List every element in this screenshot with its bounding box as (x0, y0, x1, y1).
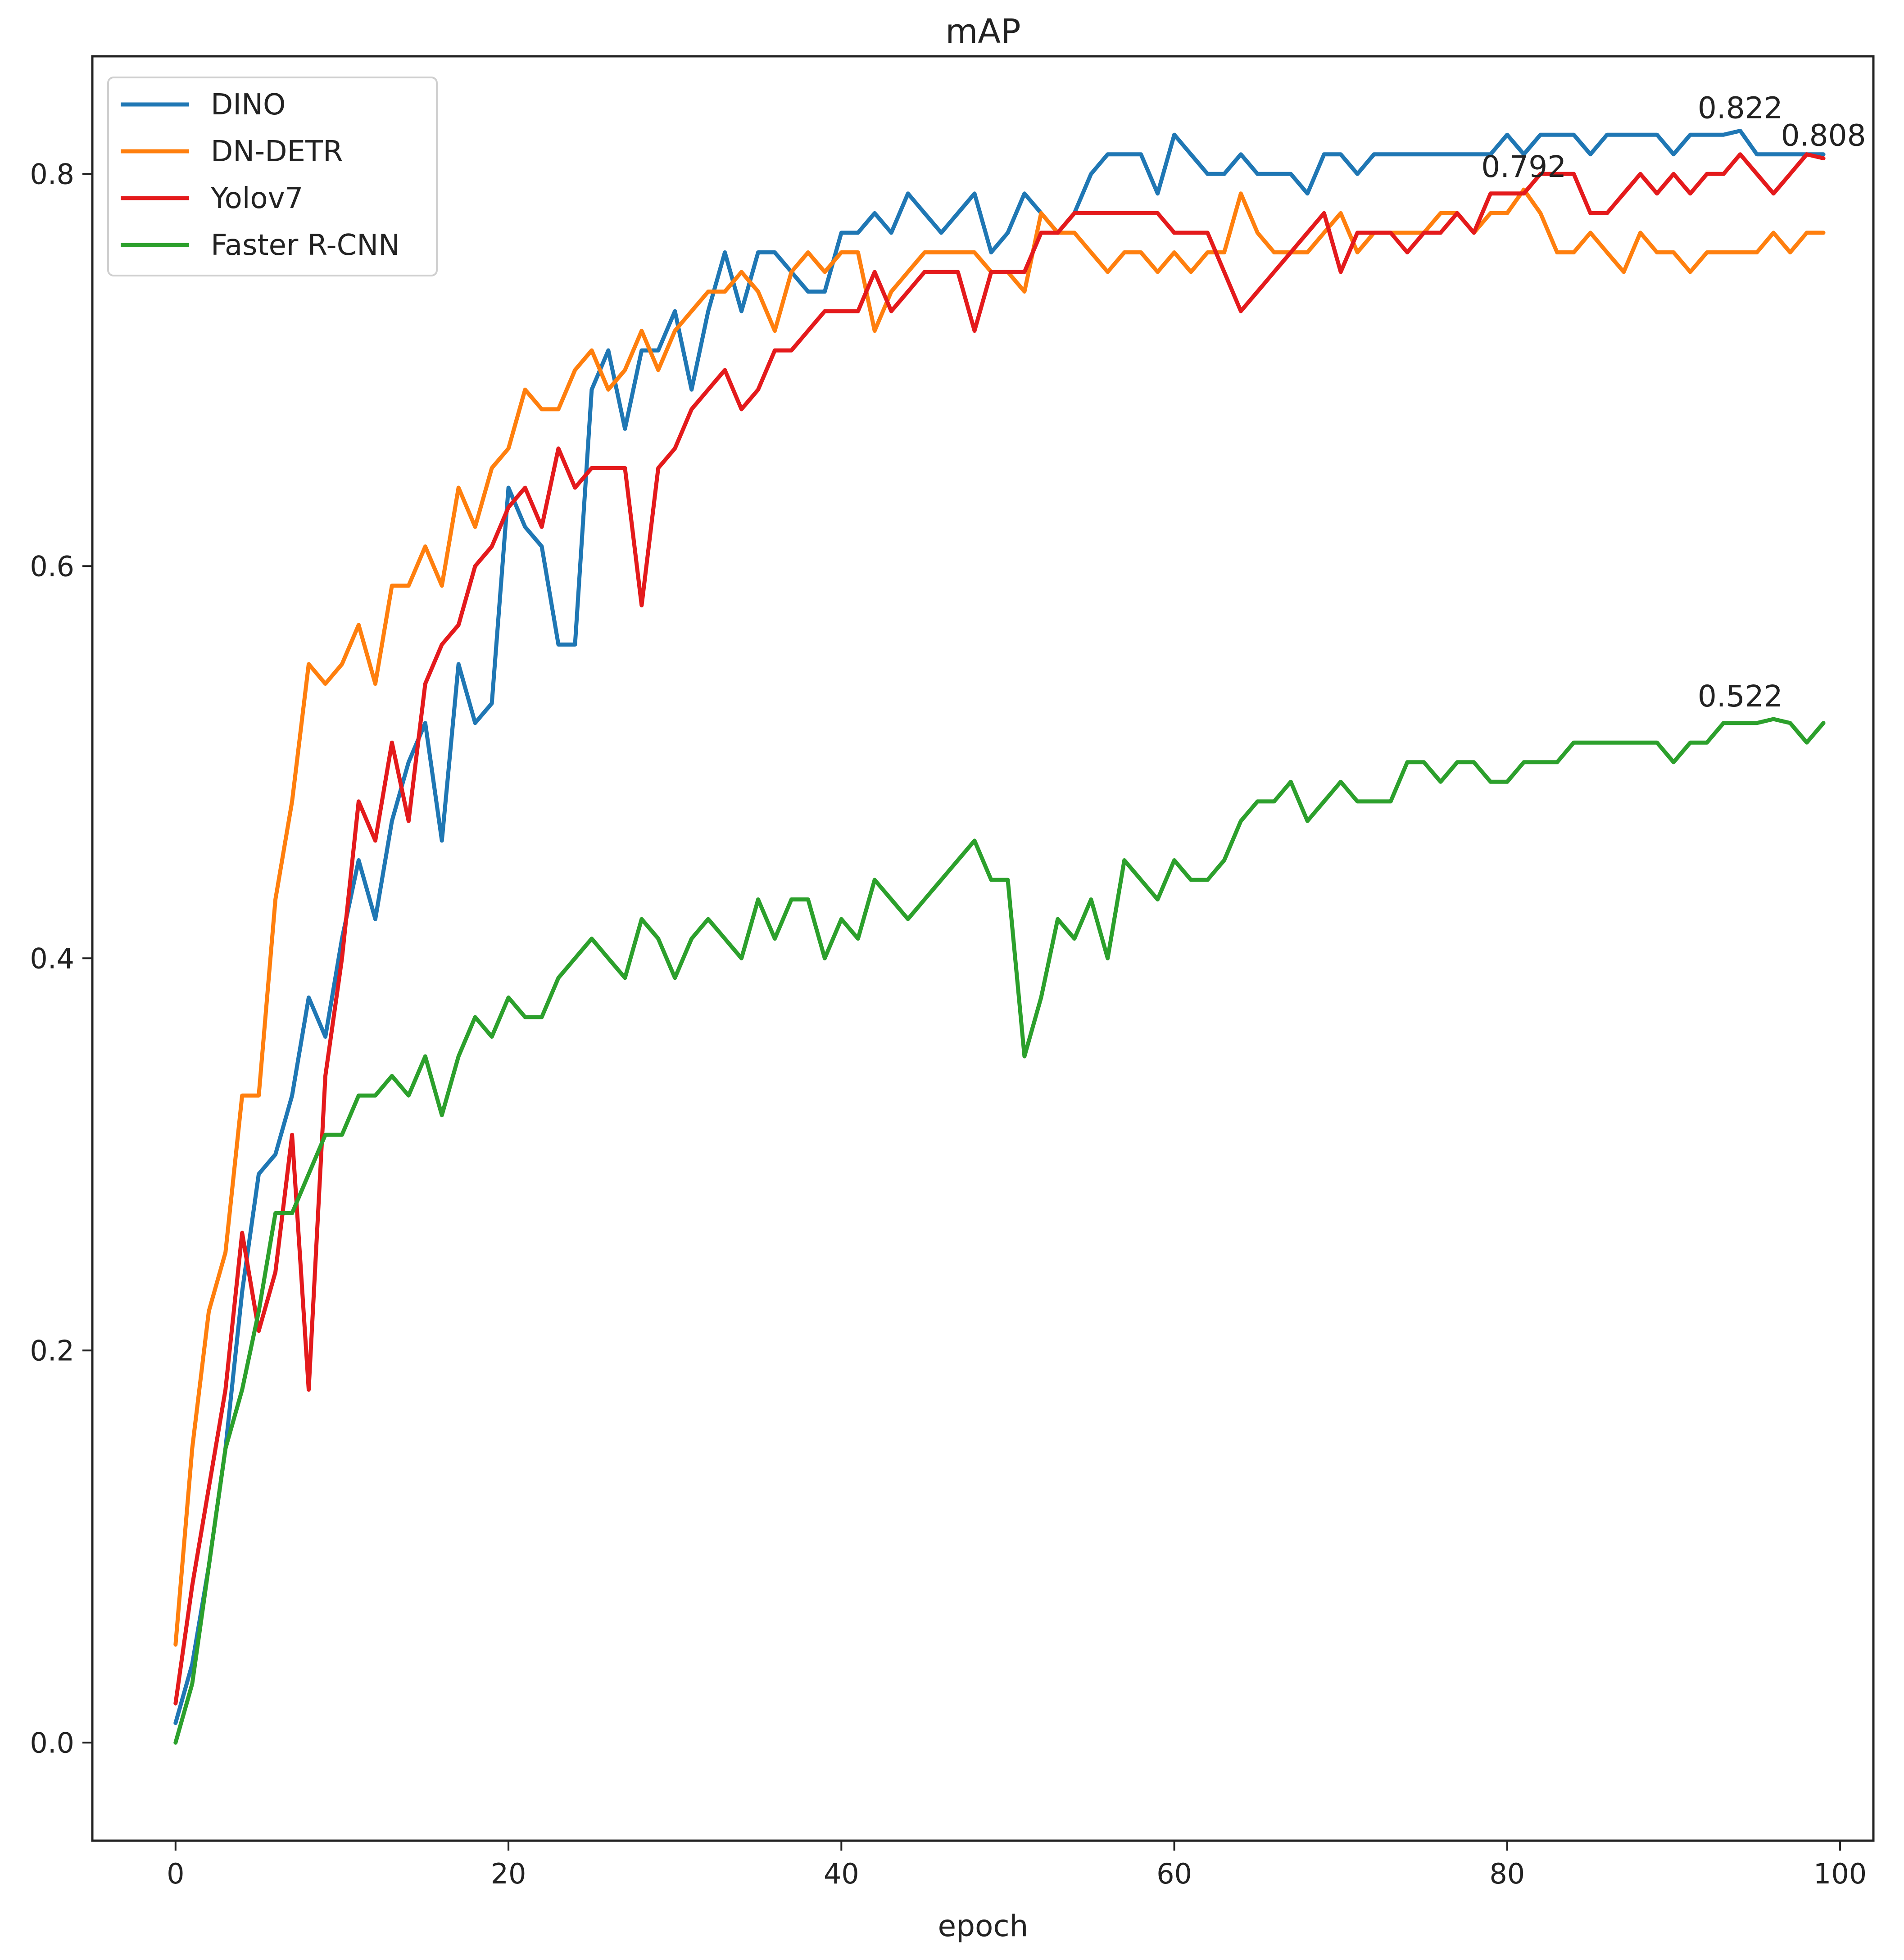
y-tick-label: 0.0 (30, 1726, 74, 1759)
legend-label-0: DINO (211, 88, 286, 122)
x-tick-label: 0 (167, 1857, 184, 1890)
series-layer (173, 129, 1826, 1745)
y-tick-label: 0.8 (30, 158, 74, 190)
series-line-2 (173, 152, 1826, 1706)
y-tick-label: 0.4 (30, 942, 74, 975)
legend-label-3: Faster R-CNN (211, 229, 400, 262)
y-tick-label: 0.6 (30, 550, 74, 583)
data-annotation: 0.808 (1781, 118, 1866, 153)
y-tick-label: 0.2 (30, 1334, 74, 1367)
x-tick-label: 60 (1156, 1857, 1192, 1890)
x-tick-label: 100 (1813, 1857, 1867, 1890)
legend: DINO DN-DETR Yolov7 Faster R-CNN (107, 77, 438, 276)
x-tick-label: 40 (824, 1857, 859, 1890)
x-tick-label: 20 (491, 1857, 526, 1890)
x-tick-label: 80 (1489, 1857, 1525, 1890)
data-annotation: 0.792 (1481, 149, 1566, 184)
series-line-3 (173, 717, 1826, 1745)
data-annotation: 0.822 (1698, 91, 1783, 125)
ticks-layer: 0 20 40 60 80 100 0.0 0.2 0.4 0.6 0.8 (30, 158, 1867, 1890)
plot-frame (91, 55, 1875, 1842)
legend-label-2: Yolov7 (210, 182, 303, 215)
series-line-1 (173, 187, 1826, 1647)
legend-label-1: DN-DETR (211, 135, 343, 168)
legend-box (107, 77, 438, 276)
chart-title: mAP (945, 12, 1020, 51)
series-line-0 (173, 129, 1826, 1725)
x-axis-label: epoch (938, 1909, 1029, 1943)
data-annotation: 0.522 (1698, 679, 1783, 714)
